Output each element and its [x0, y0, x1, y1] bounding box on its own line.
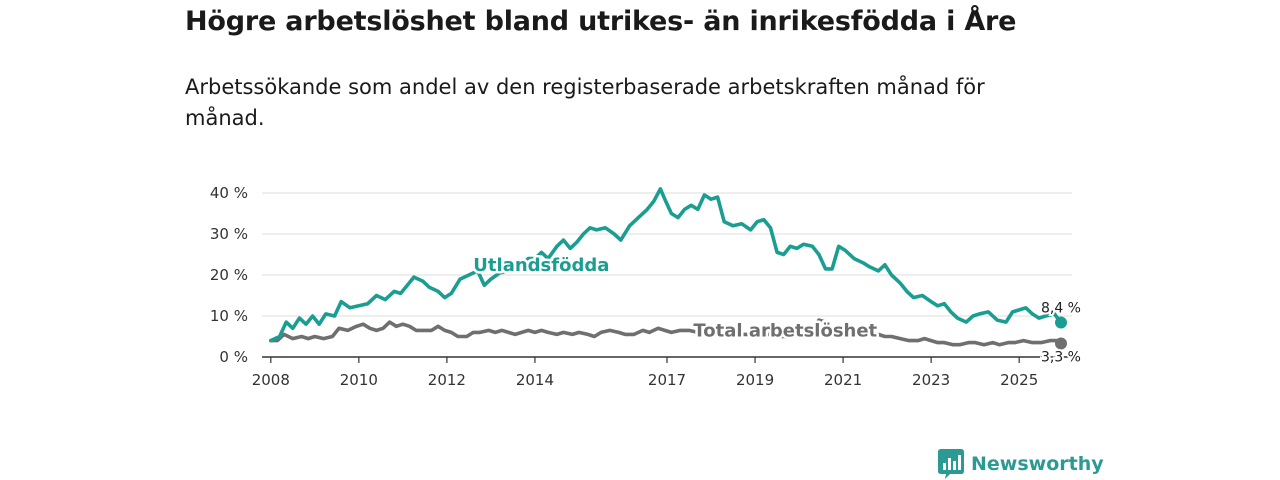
y-tick-label: 0 % — [219, 348, 248, 366]
bar-chart-logo-icon — [938, 449, 964, 479]
series-end-marker — [1054, 337, 1067, 350]
series-lines — [269, 187, 1063, 347]
x-tick-label: 2014 — [516, 371, 554, 389]
series-end-label: 8,4 % — [1041, 301, 1081, 317]
axes: 0 % 10 % 20 % 30 % 40 % 2008 2010 2012 2014 2017 2… — [210, 184, 1072, 389]
x-tick-label: 2025 — [1000, 371, 1038, 389]
x-tick-label: 2019 — [736, 371, 774, 389]
brand-name: Newsworthy — [971, 453, 1104, 475]
series-end-label: 3,3 % — [1041, 349, 1081, 365]
y-tick-label: 20 % — [210, 266, 248, 284]
x-tick-label: 2021 — [824, 371, 862, 389]
series-annotation: Utlandsfödda — [473, 255, 609, 276]
y-tick-label: 30 % — [210, 225, 248, 243]
y-tick-label: 40 % — [210, 184, 248, 202]
x-tick-label: 2023 — [912, 371, 950, 389]
series-annotation: Total arbetslöshet — [693, 320, 877, 341]
labels: Utlandsfödda Total arbetslöshet 8,4 % 3,3 % — [471, 252, 1083, 367]
x-tick-label: 2010 — [340, 371, 378, 389]
chart-title: Högre arbetslöshet bland utrikes- än inr… — [185, 6, 1017, 37]
x-tick-label: 2017 — [648, 371, 686, 389]
gridlines — [262, 192, 1072, 317]
x-tick-label: 2012 — [428, 371, 466, 389]
series-line-total — [269, 318, 1063, 347]
series-end-marker — [1054, 316, 1067, 329]
chart-subtitle: Arbetssökande som andel av den registerb… — [185, 75, 985, 130]
brand-logo[interactable]: Newsworthy — [938, 448, 1104, 480]
x-tick-label: 2008 — [252, 371, 290, 389]
series-line-utlandsfodda — [269, 187, 1063, 343]
y-tick-label: 10 % — [210, 307, 248, 325]
